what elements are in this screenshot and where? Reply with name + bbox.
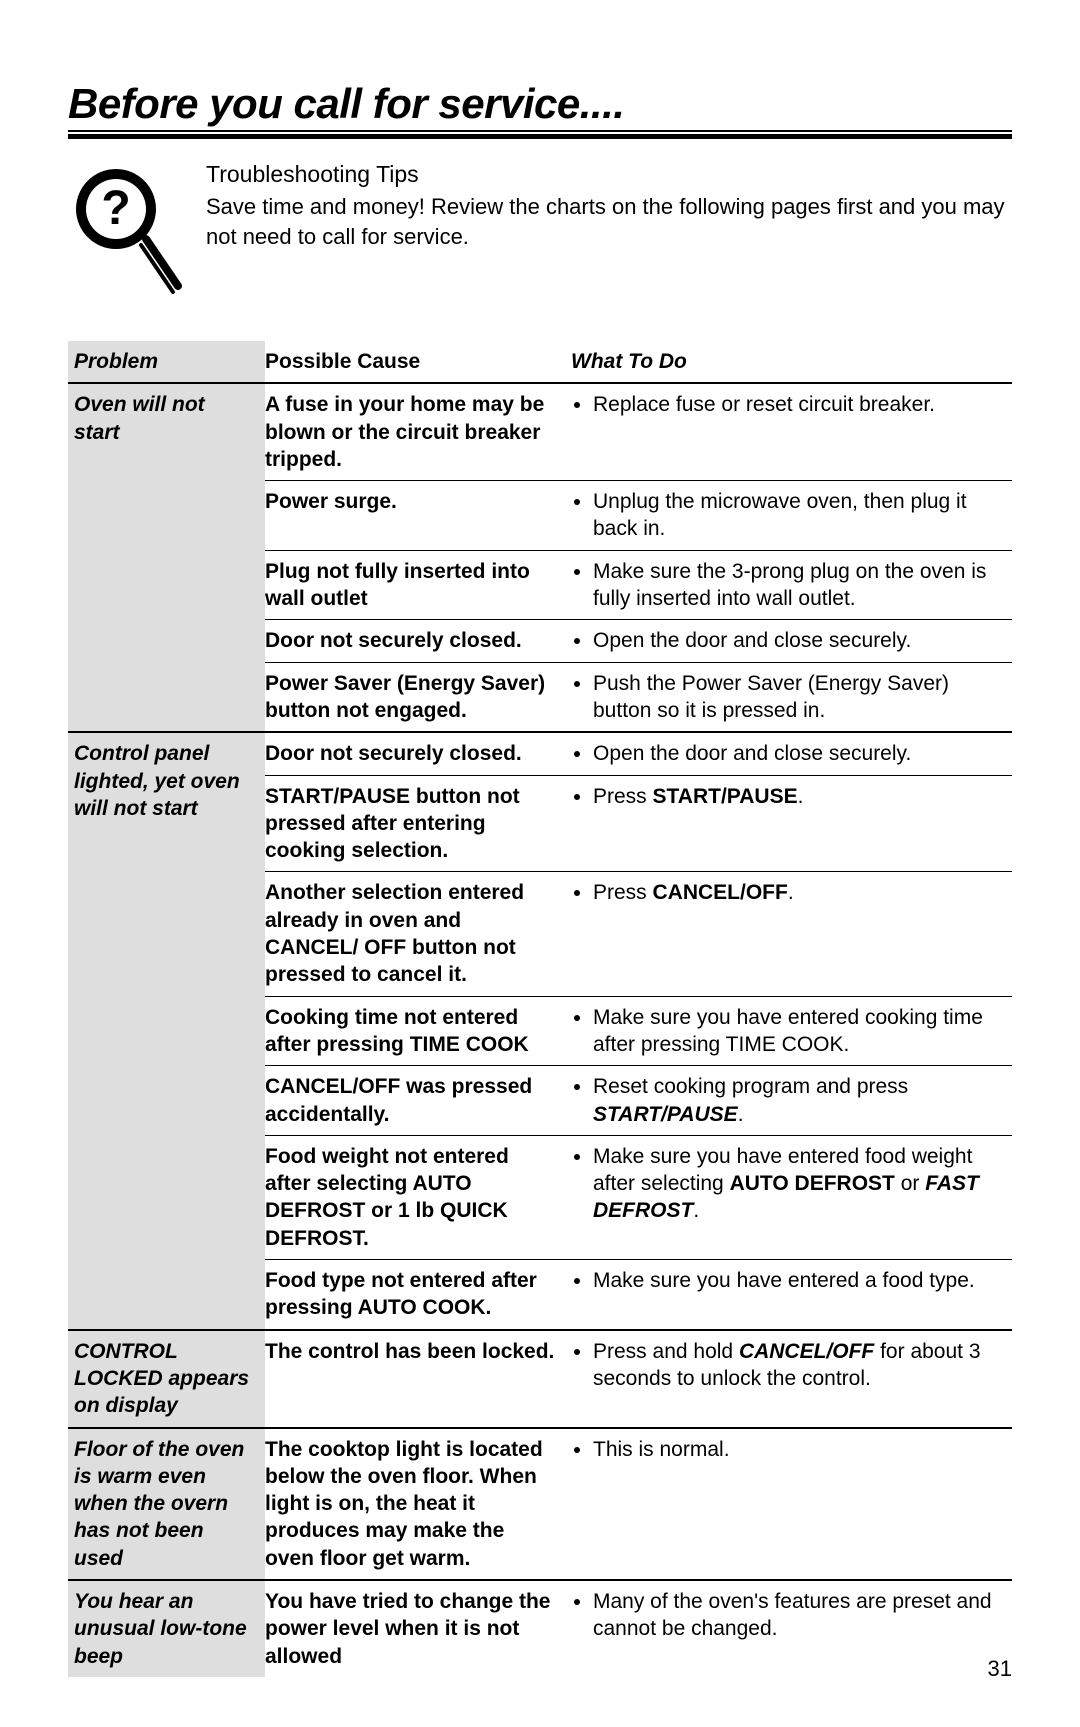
cause-cell: A fuse in your home may be blown or the … (265, 384, 571, 481)
what-cell: Make sure the 3-prong plug on the oven i… (571, 551, 1012, 621)
cause-cell: Door not securely closed. (265, 733, 571, 775)
what-cell: Press CANCEL/OFF. (571, 872, 1012, 996)
cause-cell: Another selection entered already in ove… (265, 872, 571, 996)
what-cell: Open the door and close securely. (571, 733, 1012, 775)
manual-page: Before you call for service.... ? Troubl… (0, 0, 1080, 1727)
cause-cell: You have tried to change the power level… (265, 1581, 571, 1677)
problem-cell: Oven will not start (68, 384, 265, 733)
cause-cell: Door not securely closed. (265, 620, 571, 662)
intro-section: ? Troubleshooting Tips Save time and mon… (68, 161, 1012, 301)
intro-text: Troubleshooting Tips Save time and money… (206, 161, 1012, 301)
what-cell: Press START/PAUSE. (571, 776, 1012, 873)
cause-cell: Power surge. (265, 481, 571, 551)
what-cell: This is normal. (571, 1429, 1012, 1581)
what-cell: Unplug the microwave oven, then plug it … (571, 481, 1012, 551)
what-cell: Replace fuse or reset circuit breaker. (571, 384, 1012, 481)
table-header-what: What To Do (571, 341, 1012, 384)
cause-cell: CANCEL/OFF was pressed accidentally. (265, 1066, 571, 1136)
what-cell: Reset cooking program and press START/PA… (571, 1066, 1012, 1136)
page-title: Before you call for service.... (68, 80, 1012, 132)
cause-cell: Food weight not entered after selecting … (265, 1136, 571, 1260)
problem-cell: CONTROL LOCKED appears on display (68, 1331, 265, 1429)
problem-cell: You hear an unusual low-tone beep (68, 1581, 265, 1677)
cause-cell: Power Saver (Energy Saver) button not en… (265, 663, 571, 734)
title-block: Before you call for service.... (68, 80, 1012, 139)
question-magnifier-icon: ? (68, 161, 188, 301)
cause-cell: Food type not entered after pressing AUT… (265, 1260, 571, 1331)
intro-subtext: Save time and money! Review the charts o… (206, 192, 1012, 251)
troubleshooting-table: Problem Possible Cause What To Do Oven w… (68, 341, 1012, 1677)
cause-cell: The control has been locked. (265, 1331, 571, 1429)
what-cell: Press and hold CANCEL/OFF for about 3 se… (571, 1331, 1012, 1429)
what-cell: Many of the oven's features are preset a… (571, 1581, 1012, 1677)
table-header-problem: Problem (68, 341, 265, 384)
what-cell: Make sure you have entered a food type. (571, 1260, 1012, 1331)
svg-text:?: ? (101, 182, 130, 235)
cause-cell: Plug not fully inserted into wall outlet (265, 551, 571, 621)
table-header-cause: Possible Cause (265, 341, 571, 384)
what-cell: Make sure you have entered food weight a… (571, 1136, 1012, 1260)
cause-cell: START/PAUSE button not pressed after ent… (265, 776, 571, 873)
what-cell: Make sure you have entered cooking time … (571, 997, 1012, 1067)
tips-heading: Troubleshooting Tips (206, 161, 1012, 188)
problem-cell: Control panel lighted, yet oven will not… (68, 733, 265, 1330)
problem-cell: Floor of the oven is warm even when the … (68, 1429, 265, 1581)
cause-cell: Cooking time not entered after pressing … (265, 997, 571, 1067)
what-cell: Push the Power Saver (Energy Saver) butt… (571, 663, 1012, 734)
cause-cell: The cooktop light is located below the o… (265, 1429, 571, 1581)
what-cell: Open the door and close securely. (571, 620, 1012, 662)
